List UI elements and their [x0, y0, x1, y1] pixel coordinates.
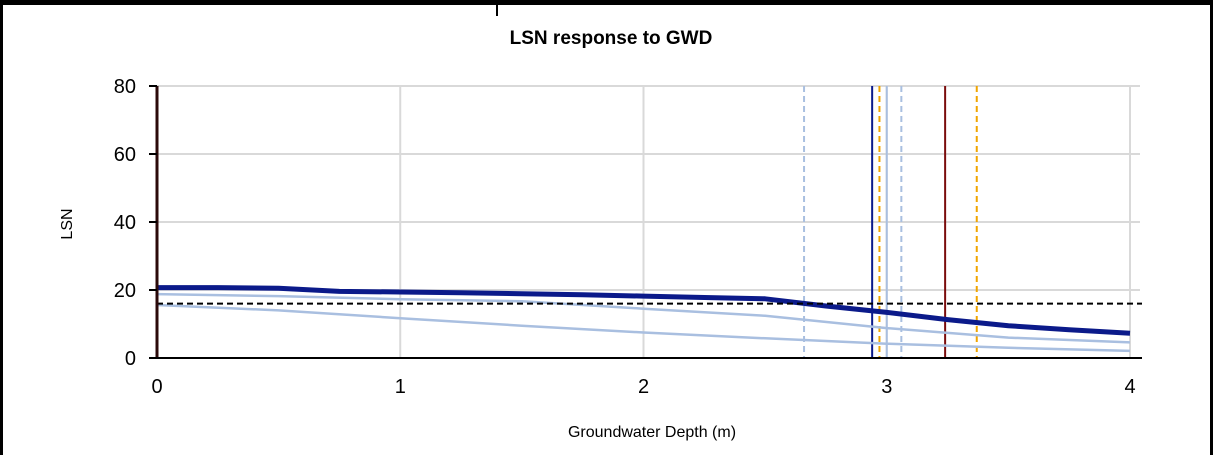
left-border — [0, 0, 3, 455]
x-tick-label: 1 — [395, 376, 406, 398]
y-tick-labels: 0 20 40 60 80 — [114, 76, 136, 370]
series-line — [156, 292, 1131, 344]
series-lines — [156, 285, 1131, 353]
y-tick-label: 60 — [114, 144, 136, 166]
y-tick-label: 40 — [114, 212, 136, 234]
right-border — [1210, 0, 1213, 455]
x-tick-label: 2 — [638, 376, 649, 398]
y-tick-label: 0 — [125, 348, 136, 370]
top-border — [0, 0, 1213, 5]
y-axis-label: LSN — [59, 208, 76, 239]
chart-title: LSN response to GWD — [510, 28, 713, 49]
grid — [157, 85, 1140, 358]
y-tick-label: 20 — [114, 280, 136, 302]
x-tick-label: 4 — [1124, 376, 1135, 398]
axes — [149, 85, 1142, 359]
top-divider — [496, 0, 498, 16]
series-line — [156, 303, 1131, 353]
series-line — [157, 285, 1131, 336]
x-tick-label: 3 — [881, 376, 892, 398]
x-tick-labels: 0 1 2 3 4 — [151, 376, 1135, 398]
x-axis-label: Groundwater Depth (m) — [568, 424, 736, 441]
y-tick-label: 80 — [114, 76, 136, 98]
x-tick-label: 0 — [151, 376, 162, 398]
